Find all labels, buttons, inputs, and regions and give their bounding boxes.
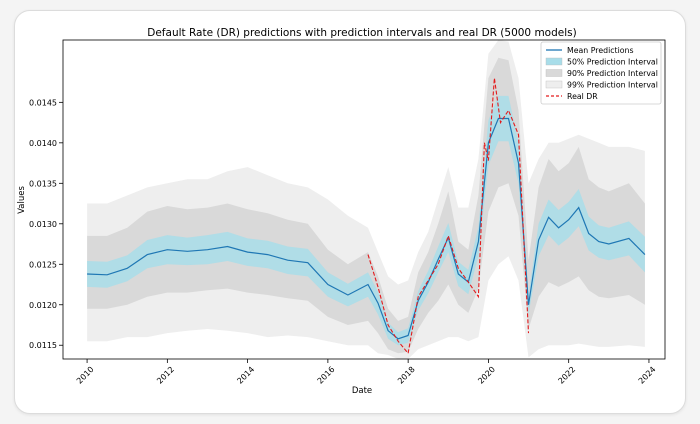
x-tick-label: 2018 bbox=[396, 365, 417, 386]
y-tick-label: 0.0130 bbox=[29, 220, 57, 229]
y-tick-label: 0.0140 bbox=[29, 139, 57, 148]
y-tick-label: 0.0125 bbox=[29, 260, 57, 269]
x-tick-label: 2024 bbox=[637, 365, 658, 386]
legend-label: 99% Prediction Interval bbox=[567, 81, 658, 90]
legend-swatch bbox=[545, 69, 563, 77]
y-axis-label: Values bbox=[17, 186, 27, 214]
legend-label: Mean Predictions bbox=[567, 46, 634, 55]
chart-title: Default Rate (DR) predictions with predi… bbox=[147, 27, 576, 39]
y-tick-label: 0.0135 bbox=[29, 179, 57, 188]
x-tick-label: 2010 bbox=[75, 365, 96, 386]
series-lines bbox=[87, 78, 646, 355]
legend-swatch bbox=[545, 80, 563, 89]
legend-label: 90% Prediction Interval bbox=[567, 69, 658, 78]
band-50-interval bbox=[87, 95, 645, 346]
legend-label: Real DR bbox=[567, 92, 598, 101]
x-tick-label: 2016 bbox=[316, 365, 337, 386]
legend-swatch bbox=[545, 57, 563, 66]
plot-frame bbox=[62, 39, 666, 360]
x-tick-label: 2022 bbox=[557, 365, 578, 386]
y-tick-label: 0.0145 bbox=[29, 98, 57, 107]
prediction-bands bbox=[87, 40, 645, 359]
x-tick-label: 2014 bbox=[235, 365, 256, 386]
y-tick-label: 0.0115 bbox=[29, 341, 57, 350]
x-tick-label: 2020 bbox=[476, 365, 497, 386]
x-axis-label: Date bbox=[352, 386, 372, 396]
legend-label: 50% Prediction Interval bbox=[567, 58, 658, 67]
real-dr-line bbox=[367, 78, 530, 355]
mean-predictions-line bbox=[87, 117, 646, 340]
y-axis: 0.0115 0.0120 0.0125 0.0130 0.0135 0.0140 0.01… bbox=[29, 98, 63, 350]
legend-box bbox=[540, 41, 662, 105]
y-tick-label: 0.0120 bbox=[29, 301, 57, 310]
x-tick-label: 2012 bbox=[155, 365, 176, 386]
x-axis: 2010 2012 2014 2016 2018 2020 2022 2024 bbox=[75, 359, 658, 386]
legend: Mean Predictions 50% Prediction Interval 9… bbox=[540, 41, 662, 105]
